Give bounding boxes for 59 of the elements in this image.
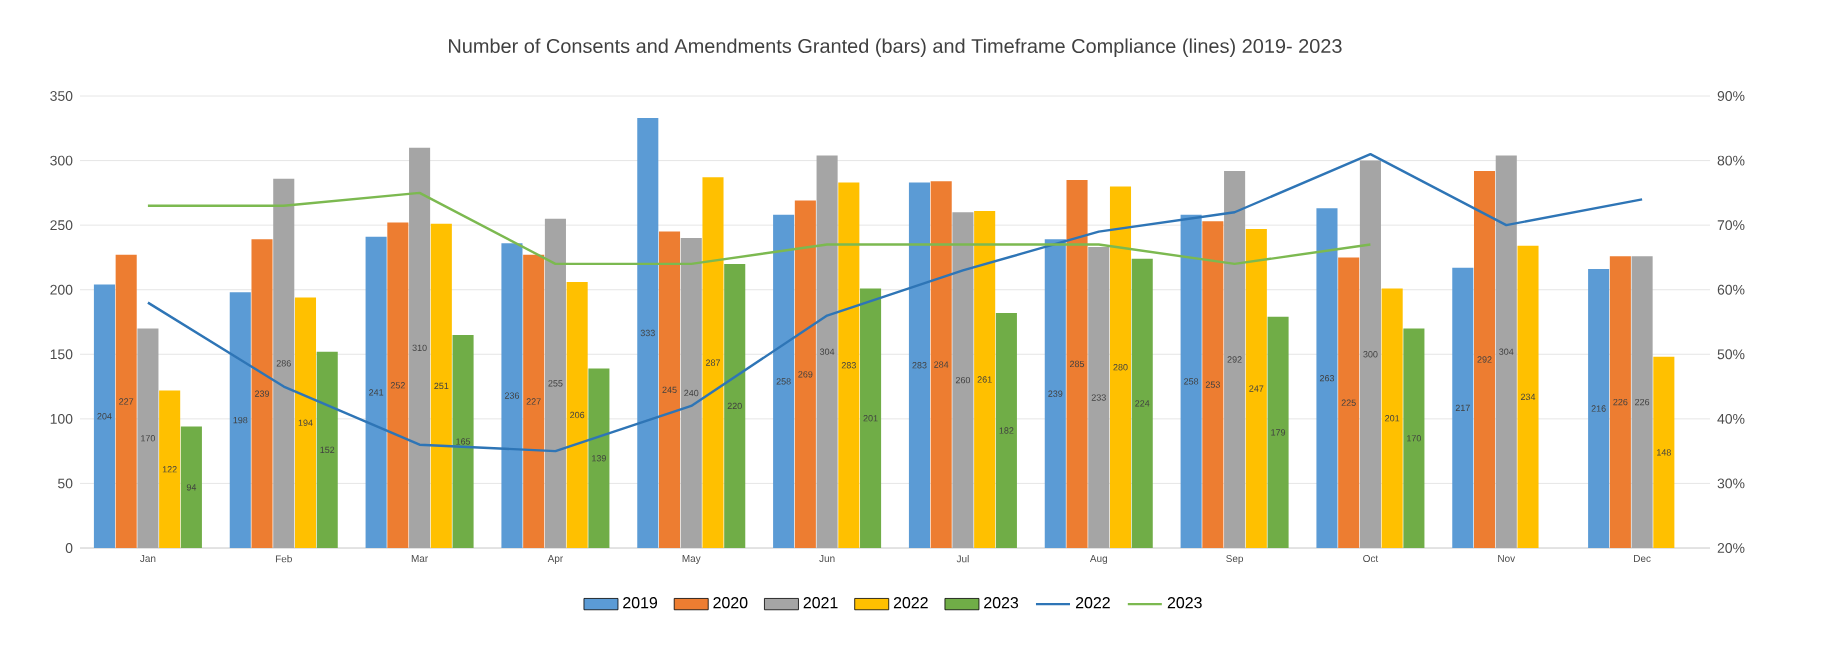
bar xyxy=(365,236,387,548)
bar xyxy=(1653,356,1675,548)
bar xyxy=(1338,257,1360,548)
bar xyxy=(1403,328,1425,548)
bar xyxy=(1088,247,1110,548)
bar xyxy=(794,200,816,548)
bar xyxy=(430,223,452,548)
bar xyxy=(838,182,860,548)
bar xyxy=(1452,267,1474,548)
bar xyxy=(1316,208,1338,548)
bar xyxy=(566,281,588,548)
bar xyxy=(1109,186,1132,548)
bar xyxy=(724,263,746,548)
bar xyxy=(316,351,338,548)
bar xyxy=(588,368,610,548)
bar xyxy=(1631,256,1653,548)
bar xyxy=(702,177,724,548)
bar xyxy=(1517,245,1539,548)
bar xyxy=(995,312,1017,548)
bar xyxy=(1495,155,1517,548)
bar xyxy=(1202,221,1224,548)
bar xyxy=(544,218,566,548)
bar xyxy=(1044,239,1066,548)
bar xyxy=(974,210,996,548)
bar xyxy=(1245,229,1267,548)
bar xyxy=(1381,288,1403,548)
bar xyxy=(523,254,545,548)
bar xyxy=(1473,170,1496,548)
bar xyxy=(773,214,795,548)
bar xyxy=(860,288,882,548)
bar xyxy=(680,238,702,548)
bar xyxy=(908,182,930,548)
bar xyxy=(816,155,838,548)
bar xyxy=(387,222,409,548)
bar xyxy=(452,334,474,548)
bar xyxy=(1609,256,1631,548)
bar xyxy=(1131,258,1153,548)
bar xyxy=(930,181,952,548)
bar xyxy=(229,292,251,548)
bar xyxy=(180,426,202,548)
bar xyxy=(115,254,137,548)
bar xyxy=(137,328,159,548)
bar xyxy=(1224,170,1246,548)
bar xyxy=(251,239,273,548)
bar xyxy=(93,284,115,548)
bar xyxy=(1267,316,1289,548)
bar xyxy=(159,390,181,548)
bar xyxy=(637,117,659,548)
bar xyxy=(409,147,431,548)
bar xyxy=(658,231,681,548)
bar xyxy=(273,178,295,548)
bar xyxy=(1066,179,1088,548)
bar xyxy=(501,243,523,548)
chart-title: Number of Consents and Amendments Granted (bars) and Timeframe Compliance (lines) 2019- 2023 xyxy=(449,38,1342,57)
bar xyxy=(1588,269,1610,548)
bar xyxy=(1359,160,1381,548)
bar xyxy=(1180,214,1202,548)
bar xyxy=(952,212,974,548)
bar xyxy=(294,297,317,548)
